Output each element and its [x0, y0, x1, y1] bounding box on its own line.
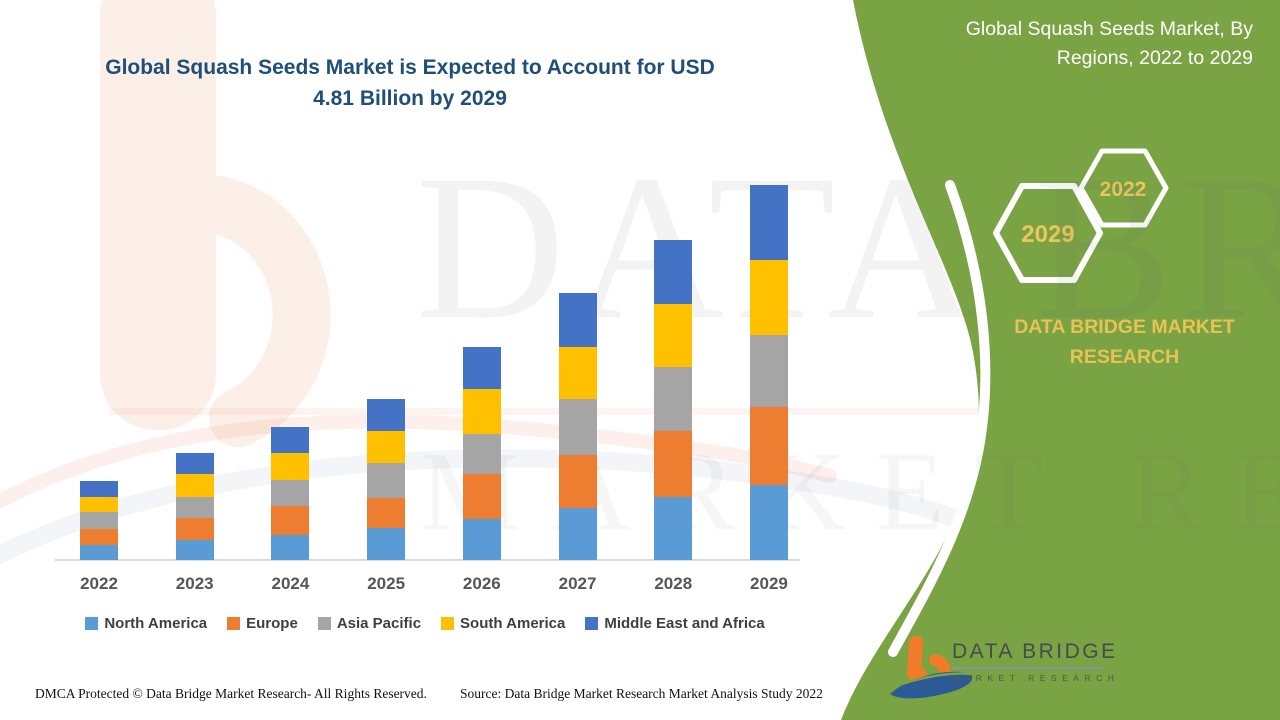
bar-segment-2025-north-america: [367, 528, 406, 560]
x-axis-label-2025: 2025: [367, 574, 406, 593]
hexagon-2029: [993, 183, 1103, 283]
bar-segment-2024-asia-pacific: [271, 480, 310, 507]
bar-segment-2029-europe: [749, 407, 788, 486]
data-bridge-logo-icon: [887, 635, 981, 699]
watermark-b-bowl: [189, 176, 331, 447]
hexagon-2022: [1078, 148, 1169, 228]
logo-green-curve: [887, 672, 981, 691]
bar-segment-2028-europe: [654, 430, 693, 497]
x-axis-label-2029: 2029: [750, 574, 788, 593]
legend-swatch: [441, 617, 455, 630]
source-note: Source: Data Bridge Market Research Mark…: [460, 686, 823, 701]
logo-blue-swoosh: [890, 671, 973, 699]
legend-swatch: [317, 617, 331, 630]
x-axis-label-2027: 2027: [558, 574, 597, 593]
x-axis-label-2026: 2026: [462, 574, 501, 593]
legend-item-north-america: North America: [85, 615, 207, 632]
bar-segment-2029-asia-pacific: [749, 335, 788, 408]
bar-segment-2026-north-america: [462, 518, 501, 560]
x-axis-label-2023: 2023: [175, 574, 214, 593]
legend-label: North America: [104, 615, 208, 632]
legend-swatch: [227, 617, 241, 630]
bar-segment-2028-middle-east-and-africa: [654, 240, 693, 305]
legend-swatch: [85, 617, 99, 630]
bar-segment-2027-europe: [558, 454, 597, 508]
bar-segment-2028-asia-pacific: [654, 367, 693, 431]
legend-swatch: [585, 617, 599, 630]
bar-segment-2027-asia-pacific: [558, 399, 597, 455]
bar-segment-2027-middle-east-and-africa: [558, 293, 597, 348]
legend-item-europe: Europe: [227, 615, 298, 632]
bar-segment-2022-south-america: [80, 496, 118, 512]
side-panel-title-line1: Global Squash Seeds Market, By: [965, 18, 1253, 40]
bar-segment-2023-north-america: [175, 539, 214, 560]
legend-label: Middle East and Africa: [604, 615, 765, 632]
x-axis-line: [55, 559, 800, 561]
side-panel-title: Global Squash Seeds Market, By Regions, …: [883, 15, 1253, 73]
bar-segment-2025-europe: [367, 497, 406, 528]
side-panel-title-line2: Regions, 2022 to 2029: [1056, 47, 1253, 69]
bar-segment-2022-middle-east-and-africa: [80, 481, 118, 497]
watermark-b-stem: [100, 0, 216, 430]
bar-segment-2026-asia-pacific: [462, 433, 501, 475]
bar-segment-2026-south-america: [462, 389, 501, 434]
legend-label: Asia Pacific: [336, 615, 422, 632]
logo-wordmark: DATA BRIDGE: [952, 640, 1118, 663]
bar-segment-2024-middle-east-and-africa: [271, 426, 310, 454]
legend-item-asia-pacific: Asia Pacific: [317, 615, 422, 632]
hexagon-2029-label: 2029: [1021, 221, 1074, 248]
bar-segment-2026-middle-east-and-africa: [462, 347, 501, 390]
bar-segment-2027-south-america: [558, 347, 597, 400]
bar-segment-2025-south-america: [367, 431, 406, 464]
bar-segment-2022-asia-pacific: [80, 511, 118, 529]
legend-item-south-america: South America: [441, 615, 565, 632]
brand-name-text: DATA BRIDGE MARKET RESEARCH: [1014, 316, 1235, 368]
legend-item-middle-east-and-africa: Middle East and Africa: [585, 615, 765, 632]
logo-tagline: MARKET RESEARCH: [952, 672, 1120, 683]
page-title-line1: Global Squash Seeds Market is Expected t…: [105, 56, 715, 79]
bar-segment-2023-europe: [175, 517, 214, 540]
bar-segment-2027-north-america: [558, 507, 597, 560]
legend-label: South America: [460, 615, 566, 632]
bar-segment-2029-north-america: [749, 485, 788, 560]
watermark-pink-line: [110, 408, 995, 415]
bar-segment-2028-south-america: [654, 304, 693, 368]
bar-segment-2025-middle-east-and-africa: [367, 399, 406, 432]
page-title: Global Squash Seeds Market is Expected t…: [75, 52, 745, 114]
bar-segment-2029-south-america: [749, 260, 788, 336]
bar-segment-2029-middle-east-and-africa: [749, 184, 788, 261]
bar-segment-2028-north-america: [654, 496, 693, 560]
bar-segment-2025-asia-pacific: [367, 463, 406, 498]
x-axis-label-2024: 2024: [271, 574, 310, 593]
x-axis-label-2022: 2022: [80, 574, 118, 593]
x-axis-label-2028: 2028: [654, 574, 693, 593]
bar-segment-2026-europe: [462, 474, 501, 519]
logo-divider: [952, 667, 1104, 669]
hexagon-2022-label: 2022: [1100, 178, 1147, 201]
bar-segment-2024-north-america: [271, 535, 310, 560]
chart-legend: North America Europe Asia Pacific South Ame…: [30, 615, 820, 632]
company-logo: DATA BRIDGE MARKET RESEARCH: [878, 628, 1218, 713]
bar-segment-2022-europe: [80, 528, 118, 546]
bar-segment-2023-asia-pacific: [175, 496, 214, 518]
bar-segment-2023-south-america: [175, 474, 214, 497]
dmca-notice: DMCA Protected © Data Bridge Market Rese…: [35, 686, 427, 701]
legend-label: Europe: [246, 615, 298, 632]
bar-segment-2023-middle-east-and-africa: [175, 453, 214, 475]
bar-segment-2024-south-america: [271, 453, 310, 481]
bar-segment-2024-europe: [271, 506, 310, 536]
bar-segment-2022-north-america: [80, 545, 118, 560]
panel-accent-curve: [888, 180, 991, 657]
page-title-line2: 4.81 Billion by 2029: [313, 87, 507, 110]
